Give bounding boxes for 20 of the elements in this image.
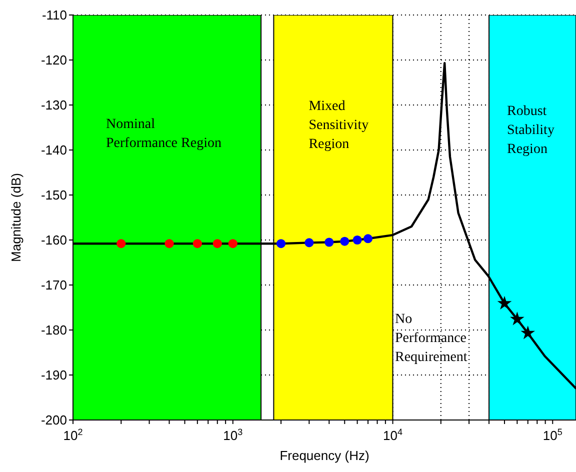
y-axis-title: Magnitude (dB) [8, 173, 24, 262]
y-tick-label: -130 [40, 98, 67, 113]
x-tick-label: 10$^{3}$ [223, 427, 243, 443]
y-tick-label: -140 [40, 142, 67, 158]
x-axis-title: Frequency (Hz) [280, 448, 370, 463]
band-label: Robust Stability Region [507, 104, 554, 157]
y-tick-label: -120 [40, 52, 67, 68]
y-tick-label: -180 [40, 322, 67, 338]
y-tick-label: -150 [40, 188, 67, 203]
x-tick-label: 10$^{2}$ [63, 427, 83, 443]
y-tick-label: -160 [40, 232, 67, 248]
band-label: Nominal Performance Region [106, 117, 222, 151]
y-tick-label: -200 [40, 412, 67, 428]
annotation: No Performance Requirement [395, 311, 468, 367]
x-tick-label: 10$^{4}$ [383, 427, 402, 443]
y-tick-label: -190 [40, 368, 67, 383]
x-tick-label: 10$^{5}$ [542, 427, 562, 443]
band-label: Mixed Sensitivity Region [308, 99, 369, 152]
y-tick-label: -110 [42, 8, 67, 23]
y-tick-label: -170 [40, 278, 67, 293]
